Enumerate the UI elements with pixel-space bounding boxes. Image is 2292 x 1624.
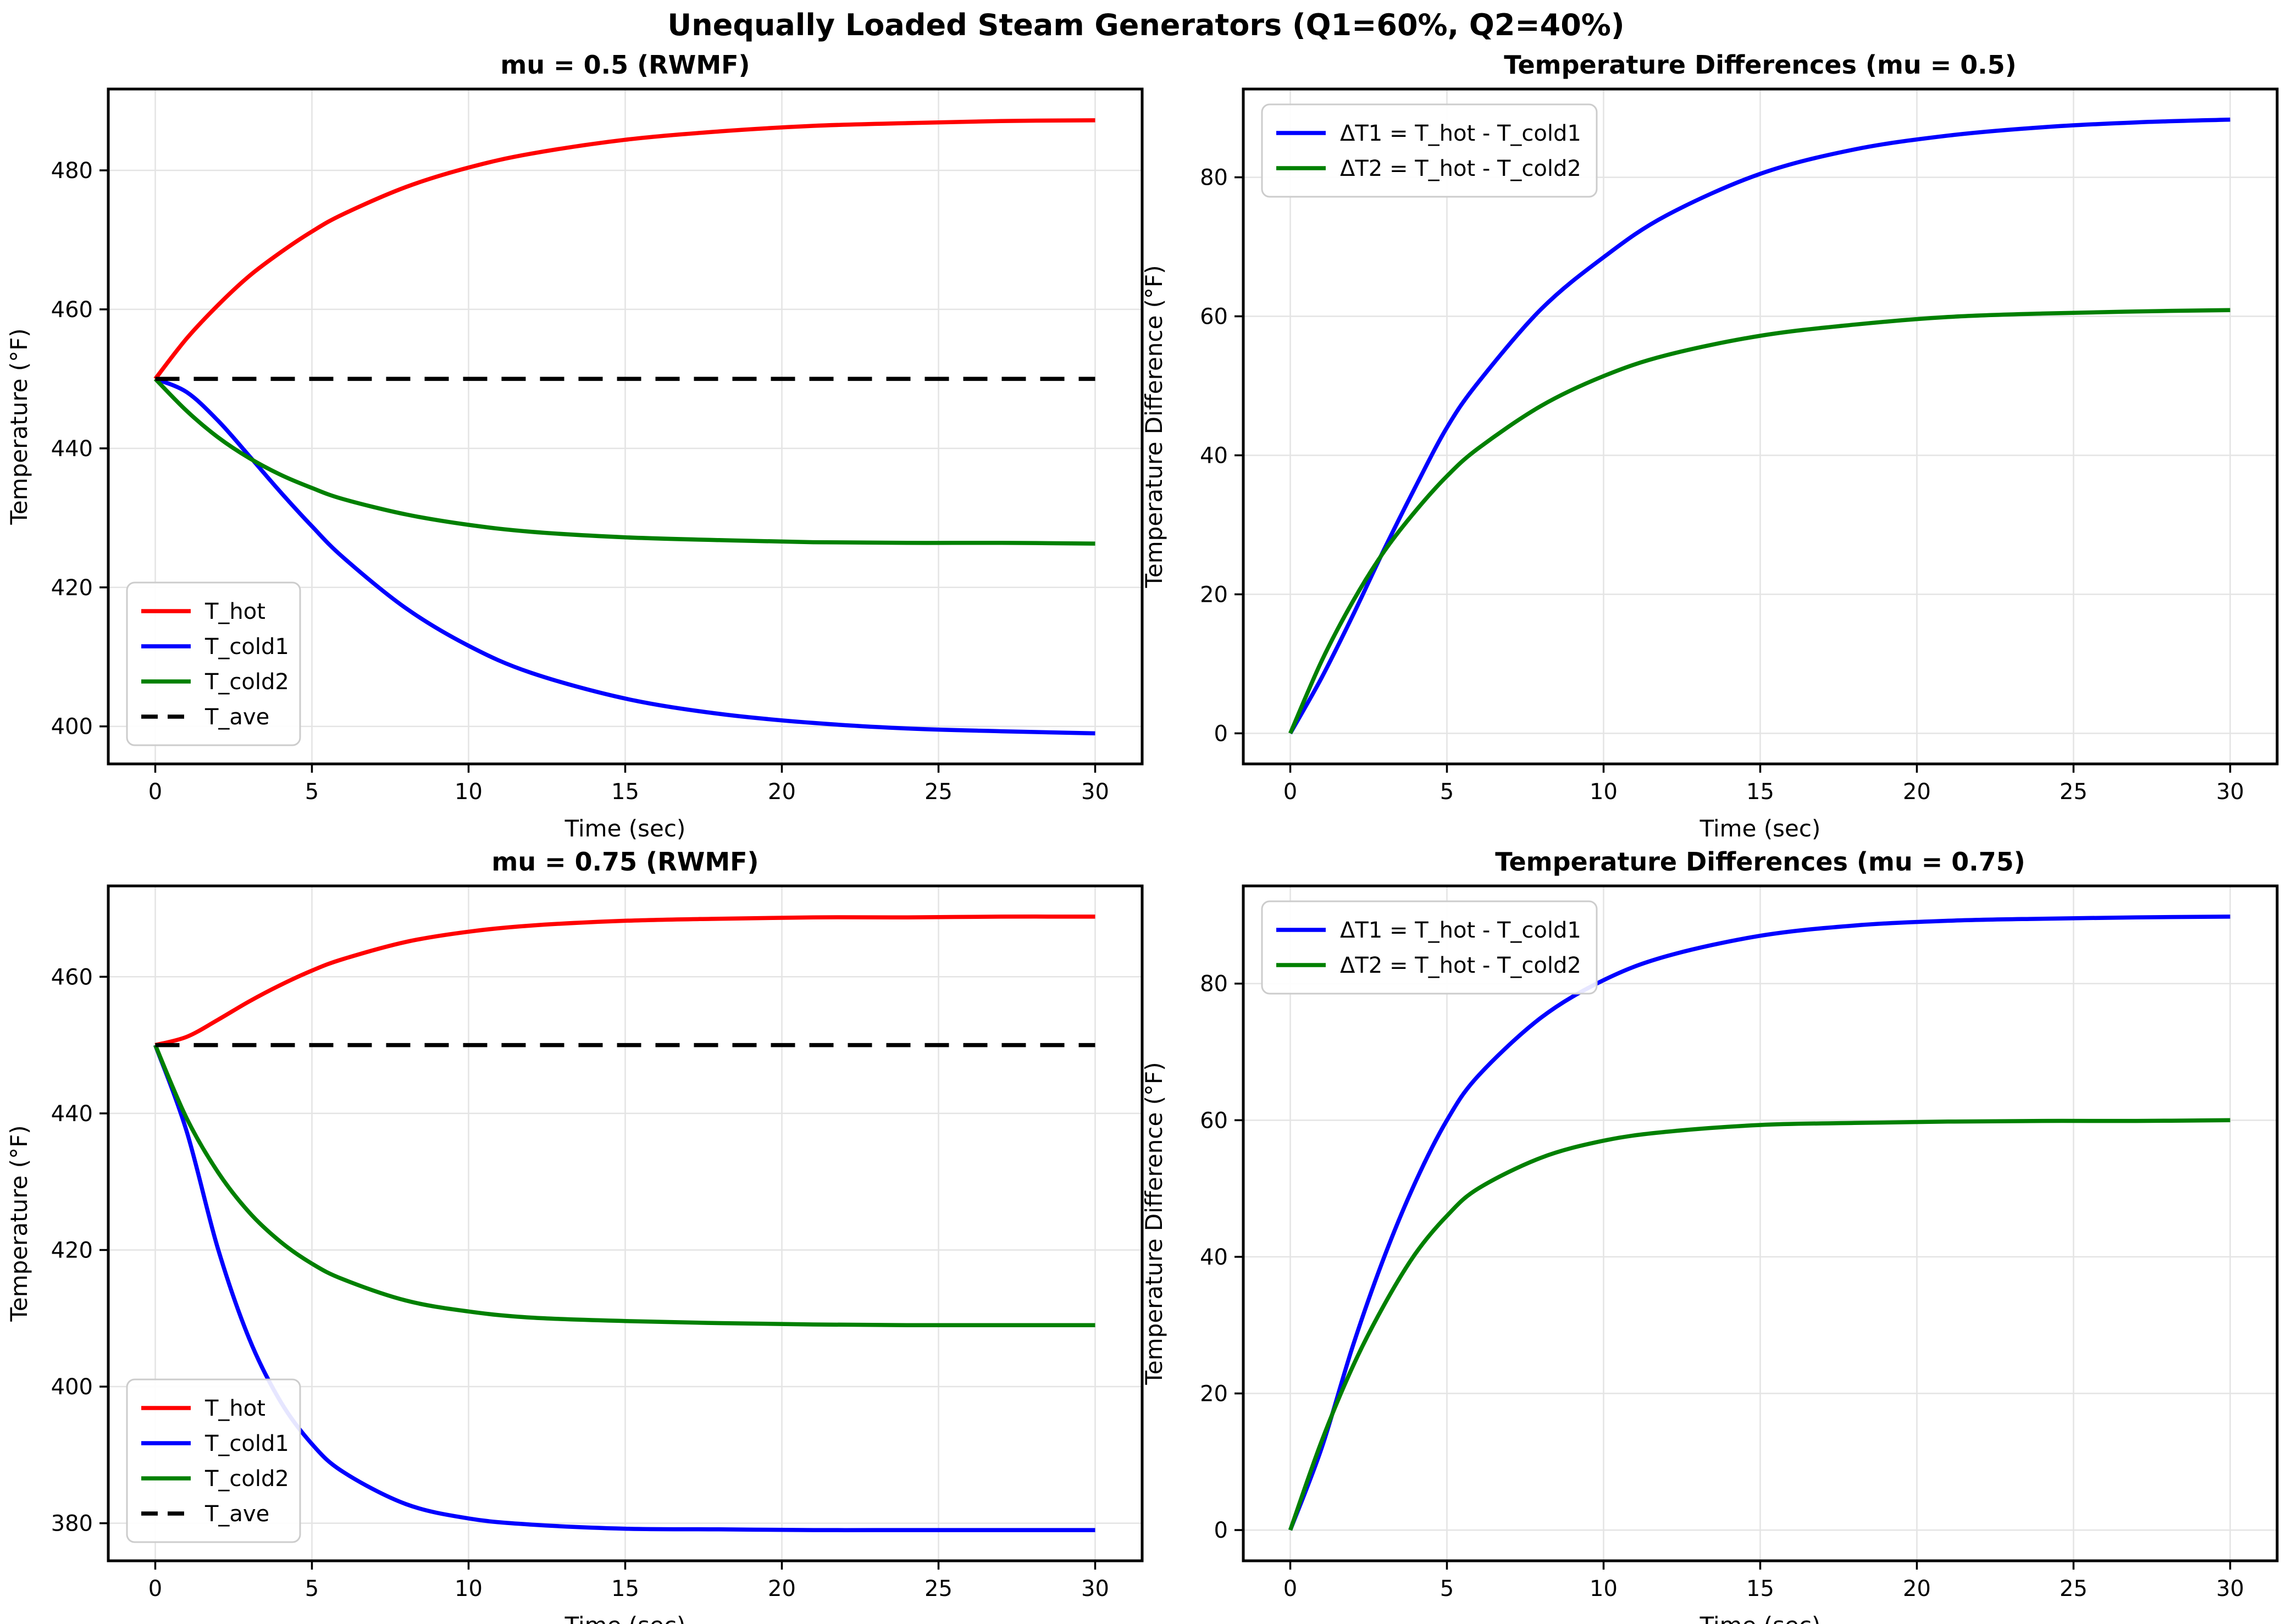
legend-label-dT1: ΔT1 = T_hot - T_cold1 xyxy=(1340,918,1581,943)
x-tick-label: 20 xyxy=(768,1576,796,1601)
y-tick-label: 80 xyxy=(1200,165,1228,191)
legend-label-T_cold2: T_cold2 xyxy=(204,669,289,695)
x-tick-label: 15 xyxy=(611,1576,639,1601)
x-axis-label: Time (sec) xyxy=(1699,1612,1821,1624)
y-tick-label: 460 xyxy=(51,965,93,990)
legend-label-T_ave: T_ave xyxy=(204,1501,269,1527)
y-tick-label: 40 xyxy=(1200,1245,1228,1270)
legend-label-T_cold1: T_cold1 xyxy=(204,1431,289,1456)
y-tick-label: 480 xyxy=(51,158,93,184)
y-tick-label: 40 xyxy=(1200,443,1228,468)
legend-label-T_hot: T_hot xyxy=(204,1396,265,1421)
x-tick-label: 10 xyxy=(1590,1576,1618,1601)
y-tick-label: 440 xyxy=(51,1101,93,1127)
x-tick-label: 25 xyxy=(2060,779,2088,805)
x-tick-label: 25 xyxy=(924,779,953,805)
y-tick-label: 420 xyxy=(51,1238,93,1263)
y-tick-label: 380 xyxy=(51,1511,93,1537)
legend: T_hot T_cold1 T_cold2 T_ave xyxy=(126,1378,301,1543)
x-tick-label: 30 xyxy=(2216,1576,2244,1601)
x-tick-label: 20 xyxy=(768,779,796,805)
y-tick-label: 20 xyxy=(1200,582,1228,607)
x-tick-label: 0 xyxy=(1283,779,1297,805)
y-axis-label: Temperature Difference (°F) xyxy=(1141,1062,1167,1385)
y-tick-label: 440 xyxy=(51,436,93,462)
x-tick-label: 20 xyxy=(1903,779,1931,805)
x-tick-label: 30 xyxy=(2216,779,2244,805)
y-axis-label: Temperature Difference (°F) xyxy=(1141,265,1167,588)
series-T_cold2 xyxy=(153,1044,1095,1328)
y-axis-label: Temperature (°F) xyxy=(5,1125,32,1322)
x-tick-label: 15 xyxy=(611,779,639,805)
legend-label-dT2: ΔT2 = T_hot - T_cold2 xyxy=(1340,156,1581,181)
panel-title: mu = 0.5 (RWMF) xyxy=(500,50,750,80)
series-T_cold2 xyxy=(153,377,1095,546)
x-tick-label: 5 xyxy=(1440,779,1454,805)
legend-box xyxy=(126,581,301,746)
x-tick-label: 20 xyxy=(1903,1576,1931,1601)
y-tick-label: 60 xyxy=(1200,1108,1228,1133)
legend-label-dT2: ΔT2 = T_hot - T_cold2 xyxy=(1340,953,1581,978)
y-tick-label: 80 xyxy=(1200,972,1228,997)
panel-title: mu = 0.75 (RWMF) xyxy=(491,847,759,877)
x-tick-label: 15 xyxy=(1746,1576,1774,1601)
series-T_hot xyxy=(153,118,1095,380)
panel-mu05-diffs: 0 5 10 15 20 25 30 0 20 40 60 80 Temperature Differe… xyxy=(1141,50,2279,842)
legend: ΔT1 = T_hot - T_cold1 ΔT2 = T_hot - T_col… xyxy=(1261,103,1598,198)
y-tick-label: 0 xyxy=(1214,1518,1228,1543)
legend-label-T_ave: T_ave xyxy=(204,705,269,730)
x-tick-label: 10 xyxy=(1590,779,1618,805)
x-tick-label: 5 xyxy=(305,779,319,805)
series-T_cold1 xyxy=(153,1044,1095,1532)
y-tick-label: 420 xyxy=(51,575,93,601)
legend-label-T_cold2: T_cold2 xyxy=(204,1466,289,1492)
y-tick-label: 460 xyxy=(51,297,93,323)
legend-label-T_hot: T_hot xyxy=(204,599,265,624)
x-tick-label: 5 xyxy=(1440,1576,1454,1601)
x-axis-label: Time (sec) xyxy=(1699,815,1821,842)
x-tick-label: 10 xyxy=(455,779,483,805)
x-axis-label: Time (sec) xyxy=(564,815,686,842)
y-tick-label: 400 xyxy=(51,1374,93,1400)
x-tick-label: 0 xyxy=(148,1576,162,1601)
x-tick-label: 5 xyxy=(305,1576,319,1601)
panel-mu075-diffs: 0 5 10 15 20 25 30 0 20 40 60 80 Temperature Differe… xyxy=(1141,847,2279,1624)
legend-label-dT1: ΔT1 = T_hot - T_cold1 xyxy=(1340,121,1581,146)
x-tick-label: 10 xyxy=(455,1576,483,1601)
x-tick-label: 30 xyxy=(1081,779,1109,805)
x-tick-label: 30 xyxy=(1081,1576,1109,1601)
figure-suptitle: Unequally Loaded Steam Generators (Q1=60… xyxy=(667,8,1625,42)
panel-title: Temperature Differences (mu = 0.75) xyxy=(1495,847,2025,877)
y-tick-label: 0 xyxy=(1214,721,1228,746)
legend-label-T_cold1: T_cold1 xyxy=(204,634,289,659)
y-axis-label: Temperature (°F) xyxy=(5,328,32,525)
series-dT2 xyxy=(1288,308,2230,734)
legend-box xyxy=(1261,900,1598,995)
series-dT2 xyxy=(1288,1118,2230,1531)
x-axis-label: Time (sec) xyxy=(564,1612,686,1624)
x-tick-label: 25 xyxy=(924,1576,953,1601)
legend-box xyxy=(1261,103,1598,198)
y-tick-label: 400 xyxy=(51,714,93,740)
series-T_hot xyxy=(154,914,1095,1047)
x-tick-label: 25 xyxy=(2060,1576,2088,1601)
legend-box xyxy=(126,1378,301,1543)
y-tick-label: 20 xyxy=(1200,1381,1228,1406)
x-tick-label: 0 xyxy=(1283,1576,1297,1601)
x-tick-label: 0 xyxy=(148,779,162,805)
panel-mu075-temps: 0 5 10 15 20 25 30 380 400 420 440 460 mu = 0.75 (RW… xyxy=(5,847,1144,1624)
legend: ΔT1 = T_hot - T_cold1 ΔT2 = T_hot - T_col… xyxy=(1261,900,1598,995)
y-tick-label: 60 xyxy=(1200,304,1228,330)
panel-mu05-temps: 0 5 10 15 20 25 30 400 420 440 460 480 mu = 0.5 (RWM… xyxy=(5,50,1144,842)
panel-title: Temperature Differences (mu = 0.5) xyxy=(1504,50,2017,80)
x-tick-label: 15 xyxy=(1746,779,1774,805)
legend: T_hot T_cold1 T_cold2 T_ave xyxy=(126,581,301,746)
